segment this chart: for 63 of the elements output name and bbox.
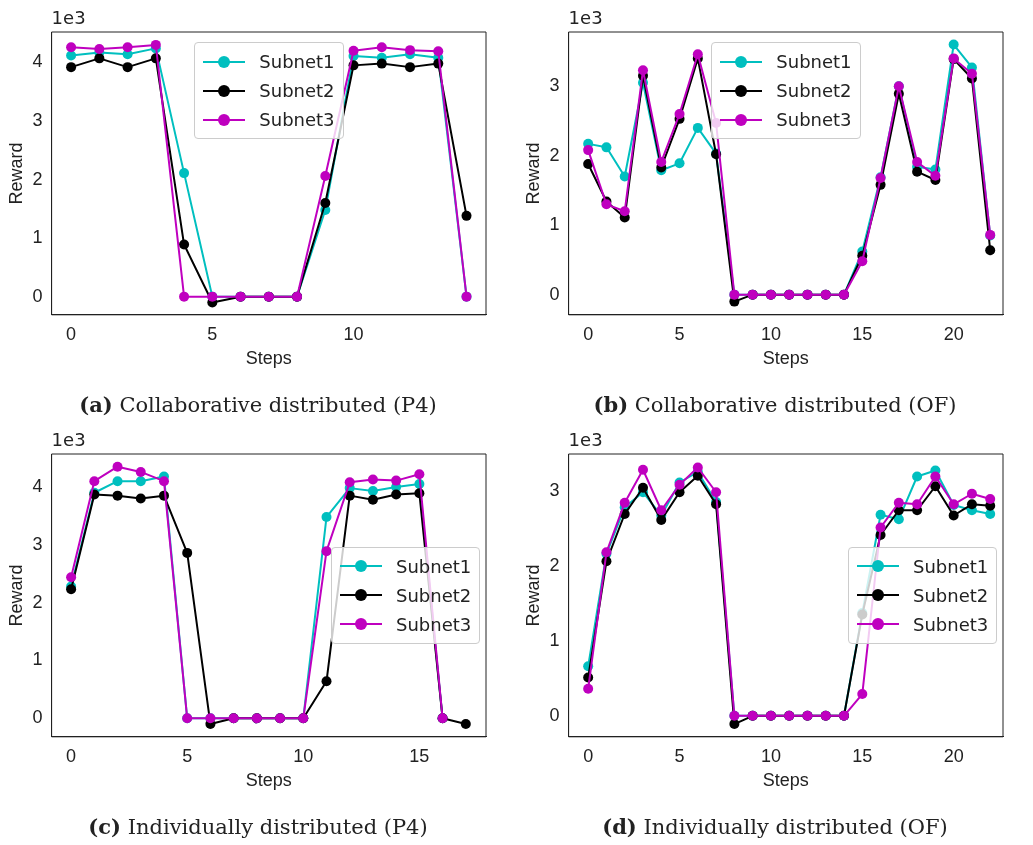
y-tick-label: 1 xyxy=(32,649,43,670)
y-tick-label: 2 xyxy=(32,591,43,612)
legend-label: Subnet1 xyxy=(396,555,472,577)
x-tick-label: 5 xyxy=(182,745,193,766)
legend-label: Subnet3 xyxy=(776,109,852,130)
y-tick-label: 0 xyxy=(32,707,43,728)
x-tick-label: 5 xyxy=(674,745,685,766)
y-tick-label: 4 xyxy=(32,51,43,72)
text: 1e3 xyxy=(568,6,603,28)
y-tick-label: 3 xyxy=(549,479,560,500)
x-tick-label: 5 xyxy=(207,323,218,344)
y-tick-label: 0 xyxy=(32,285,43,306)
x-tick-label: 20 xyxy=(943,745,964,766)
legend-label: Subnet1 xyxy=(913,555,989,577)
text: (d) Individually distributed (OF) xyxy=(601,814,949,839)
y-tick-label: 3 xyxy=(32,109,43,130)
y-axis-title: Reward xyxy=(5,142,26,205)
x-tick-label: 15 xyxy=(409,745,430,766)
y-axis-title: Reward xyxy=(522,142,543,205)
y-tick-label: 2 xyxy=(549,554,560,575)
legend-label: Subnet2 xyxy=(259,80,335,101)
text: 1e3 xyxy=(51,428,86,450)
y-tick-label: 2 xyxy=(32,168,43,189)
x-tick-label: 15 xyxy=(852,323,873,344)
x-tick-label: 5 xyxy=(674,323,685,344)
y-axis-title: Reward xyxy=(5,564,26,627)
text: (b) Collaborative distributed (OF) xyxy=(592,392,958,417)
x-tick-label: 0 xyxy=(66,323,77,344)
x-tick-label: 20 xyxy=(943,323,964,344)
x-tick-label: 0 xyxy=(583,745,594,766)
x-axis-title: Steps xyxy=(762,348,809,369)
text: 1e3 xyxy=(51,6,86,28)
y-tick-label: 0 xyxy=(549,704,560,725)
y-tick-label: 0 xyxy=(549,283,560,304)
legend-label: Subnet2 xyxy=(913,584,989,606)
x-tick-label: 10 xyxy=(293,745,314,766)
x-tick-label: 0 xyxy=(583,323,594,344)
x-tick-label: 10 xyxy=(760,745,781,766)
x-tick-label: 10 xyxy=(760,323,781,344)
legend-label: Subnet2 xyxy=(776,80,852,101)
y-tick-label: 3 xyxy=(32,533,43,554)
y-tick-label: 1 xyxy=(549,629,560,650)
text: (a) Collaborative distributed (P4) xyxy=(78,392,438,417)
legend-label: Subnet1 xyxy=(776,51,852,72)
x-tick-label: 0 xyxy=(66,745,77,766)
legend-label: Subnet3 xyxy=(259,109,335,130)
text: 1e3 xyxy=(568,428,603,450)
x-axis-title: Steps xyxy=(245,348,292,369)
y-tick-label: 4 xyxy=(32,475,43,496)
y-tick-label: 2 xyxy=(549,144,560,165)
y-tick-label: 1 xyxy=(32,227,43,248)
legend-label: Subnet1 xyxy=(259,51,335,72)
y-tick-label: 1 xyxy=(549,214,560,235)
text: (c) Individually distributed (P4) xyxy=(87,814,429,839)
legend-label: Subnet3 xyxy=(396,613,472,635)
y-axis-title: Reward xyxy=(522,564,543,627)
x-tick-label: 15 xyxy=(852,745,873,766)
x-tick-label: 10 xyxy=(343,323,364,344)
x-axis-title: Steps xyxy=(762,770,809,791)
legend-label: Subnet2 xyxy=(396,584,472,606)
y-tick-label: 3 xyxy=(549,75,560,96)
legend-label: Subnet3 xyxy=(913,613,989,635)
x-axis-title: Steps xyxy=(245,770,292,791)
